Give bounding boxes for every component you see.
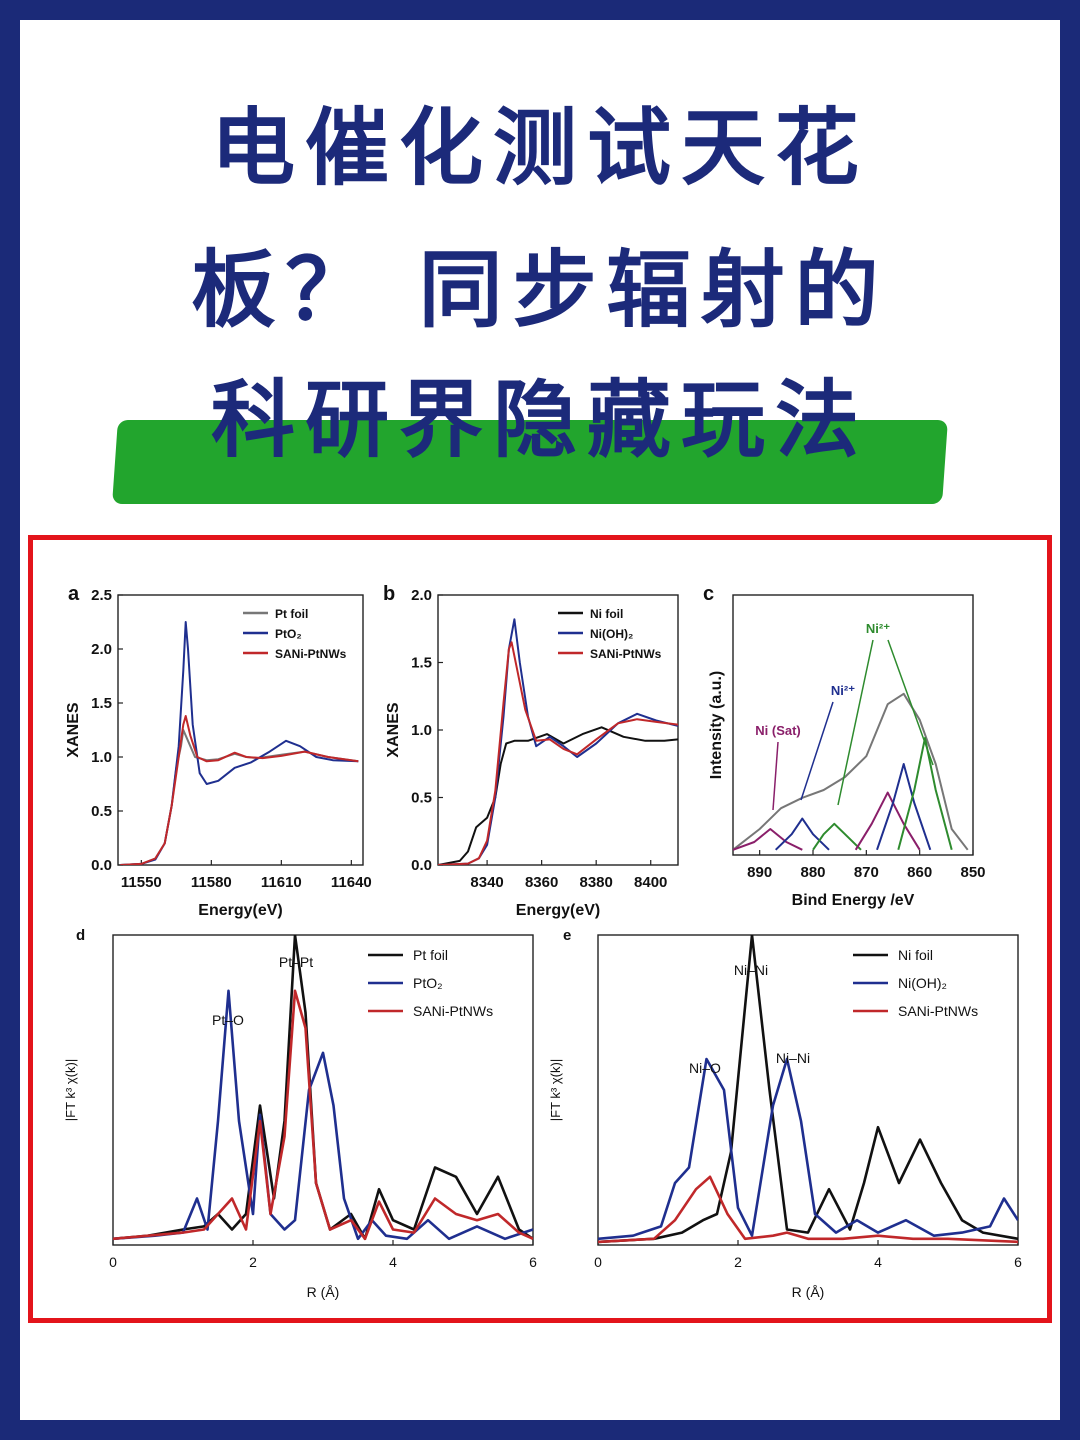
figure-frame: a 11550 11580 11610 11640 0.0 0.5 1.0 1.5 2.0 2.5 E… — [28, 535, 1052, 1323]
panel-a-frame — [117, 594, 364, 866]
series-line-e-2 — [598, 1175, 1018, 1244]
x-tick-label-c-3: 860 — [907, 864, 932, 881]
series-line-c-2 — [775, 817, 830, 851]
series-line-a-0 — [120, 729, 359, 865]
x-tick-label-a-3: 11640 — [331, 874, 372, 891]
arrow-c-0 — [772, 741, 779, 811]
x-axis-label-b: Energy(eV) — [516, 902, 600, 919]
panel-label-d: d — [76, 927, 85, 944]
x-tick-label-a-0: 11550 — [121, 874, 162, 891]
y-tick-label-b-1: 0.5 — [411, 790, 432, 807]
title-line-3: 科研界隐藏玩法 — [210, 370, 869, 469]
y-tick-label-a-4: 2.0 — [91, 641, 112, 658]
figure-svg: a 11550 11580 11610 11640 0.0 0.5 1.0 1.5 2.0 2.5 E… — [63, 583, 1022, 1300]
annot-c-0: Ni (Sat) — [755, 723, 801, 738]
annot-e-1: Ni–O — [689, 1060, 721, 1076]
y-tick-label-b-4: 2.0 — [411, 587, 432, 604]
legend-label-b-2: SANi-PtNWs — [590, 647, 662, 661]
y-tick-label-a-0: 0.0 — [91, 857, 112, 874]
legend-label-a-2: SANi-PtNWs — [275, 647, 347, 661]
series-line-d-1 — [113, 989, 533, 1241]
y-tick-label-a-5: 2.5 — [91, 587, 112, 604]
y-axis-label-e: |FT k³ χ(k)| — [548, 1059, 563, 1121]
legend-label-a-1: PtO₂ — [275, 627, 302, 641]
y-axis-label-d: |FT k³ χ(k)| — [63, 1059, 78, 1121]
legend-label-d-1: PtO₂ — [413, 975, 443, 991]
y-axis-label-c: Intensity (a.u.) — [708, 671, 725, 779]
x-axis-label-a: Energy(eV) — [198, 902, 282, 919]
x-tick-label-d-1: 2 — [249, 1254, 257, 1270]
panel-label-c: c — [703, 583, 714, 605]
page-canvas: 电催化测试天花 板？ 同步辐射的 科研界隐藏玩法 a 11550 11580 1161… — [20, 20, 1060, 1420]
y-tick-label-b-3: 1.5 — [411, 655, 432, 672]
series-line-c-0 — [733, 692, 969, 851]
y-axis-label-a: XANES — [65, 702, 82, 757]
x-tick-label-d-0: 0 — [109, 1254, 117, 1270]
legend-label-a-0: Pt foil — [275, 607, 308, 621]
series-line-c-6 — [897, 737, 953, 851]
arrow-c-2 — [837, 639, 874, 806]
series-line-b-2 — [438, 641, 678, 865]
arrow-c-3 — [887, 639, 934, 766]
x-tick-label-e-0: 0 — [594, 1254, 602, 1270]
x-tick-label-a-2: 11610 — [261, 874, 302, 891]
annot-d-1: Pt–Pt — [279, 954, 313, 970]
series-line-d-0 — [113, 935, 533, 1241]
x-tick-label-e-2: 4 — [874, 1254, 882, 1270]
annot-c-2: Ni²⁺ — [866, 621, 890, 636]
y-tick-label-a-2: 1.0 — [91, 749, 112, 766]
series-line-e-1 — [598, 1057, 1018, 1241]
x-tick-label-b-1: 8360 — [525, 874, 558, 891]
y-tick-label-a-1: 0.5 — [91, 803, 112, 820]
series-line-d-2 — [113, 989, 533, 1241]
x-tick-label-c-2: 870 — [854, 864, 879, 881]
x-tick-label-d-3: 6 — [529, 1254, 537, 1270]
x-tick-label-d-2: 4 — [389, 1254, 397, 1270]
y-tick-label-b-0: 0.0 — [411, 857, 432, 874]
x-tick-label-a-1: 11580 — [191, 874, 232, 891]
x-tick-label-c-4: 850 — [960, 864, 985, 881]
series-line-c-1 — [733, 828, 803, 851]
series-line-c-3 — [812, 822, 862, 851]
legend-label-d-0: Pt foil — [413, 947, 448, 963]
legend-label-b-0: Ni foil — [590, 607, 623, 621]
y-tick-label-b-2: 1.0 — [411, 722, 432, 739]
annot-c-1: Ni²⁺ — [831, 683, 855, 698]
legend-label-e-0: Ni foil — [898, 947, 933, 963]
panel-c-frame — [732, 594, 974, 856]
series-line-c-4 — [854, 791, 921, 851]
title-line-1: 电催化测试天花 — [210, 98, 869, 197]
x-tick-label-b-0: 8340 — [470, 874, 503, 891]
legend-label-e-2: SANi-PtNWs — [898, 1003, 978, 1019]
x-tick-label-c-1: 880 — [800, 864, 825, 881]
x-tick-label-b-3: 8400 — [634, 874, 667, 891]
panel-label-e: e — [563, 927, 571, 944]
y-axis-label-b: XANES — [385, 702, 402, 757]
x-tick-label-e-1: 2 — [734, 1254, 742, 1270]
series-line-a-2 — [120, 715, 359, 865]
panel-label-b: b — [383, 583, 395, 605]
x-tick-label-e-3: 6 — [1014, 1254, 1022, 1270]
panel-b-frame — [437, 594, 679, 866]
legend-label-b-1: Ni(OH)₂ — [590, 627, 633, 641]
panel-label-a: a — [68, 583, 80, 605]
legend-label-e-1: Ni(OH)₂ — [898, 975, 947, 991]
annot-e-2: Ni–Ni — [776, 1050, 810, 1066]
x-axis-label-c: Bind Energy /eV — [792, 892, 915, 909]
x-tick-label-b-2: 8380 — [579, 874, 612, 891]
series-line-c-5 — [876, 763, 932, 851]
arrow-c-1 — [800, 701, 834, 801]
x-tick-label-c-0: 890 — [747, 864, 772, 881]
series-line-e-0 — [598, 935, 1018, 1244]
title-line-2: 板？ 同步辐射的 — [191, 240, 889, 339]
panel-e-frame — [597, 934, 1019, 1246]
y-tick-label-a-3: 1.5 — [91, 695, 112, 712]
series-line-b-0 — [438, 726, 678, 865]
annot-e-0: Ni–Ni — [734, 962, 768, 978]
x-axis-label-e: R (Å) — [792, 1284, 825, 1300]
x-axis-label-d: R (Å) — [307, 1284, 340, 1300]
panel-d-frame — [112, 934, 534, 1246]
legend-label-d-2: SANi-PtNWs — [413, 1003, 493, 1019]
annot-d-0: Pt–O — [212, 1012, 244, 1028]
